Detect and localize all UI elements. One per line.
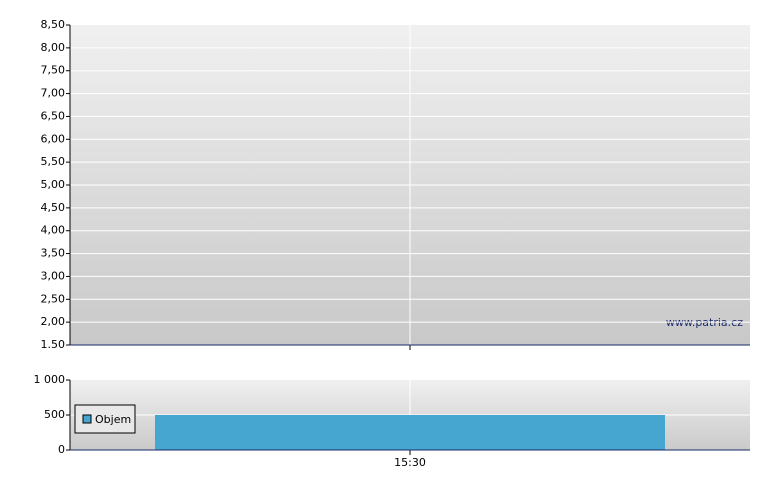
y-tick-label: 3,50 (41, 247, 66, 260)
y-tick-label: 5,50 (41, 155, 66, 168)
y-tick-label: 4,50 (41, 201, 66, 214)
y-tick-label: 4,00 (41, 224, 66, 237)
x-tick-label: 15:30 (394, 456, 426, 469)
y-tick-label: 2,50 (41, 292, 66, 305)
bar (155, 415, 665, 450)
y-tick-label: 5,00 (41, 178, 66, 191)
y-tick-label: 2,00 (41, 315, 66, 328)
y-tick-label: 8,50 (41, 18, 66, 31)
y-tick-label: 6,50 (41, 109, 66, 122)
y-tick-label: 3,00 (41, 269, 66, 282)
y-tick-label: 500 (44, 408, 65, 421)
y-tick-label: 1 000 (34, 373, 66, 386)
y-tick-label: 8,00 (41, 41, 66, 54)
y-tick-label: 7,50 (41, 64, 66, 77)
legend: Objem (74, 404, 136, 434)
y-tick-label: 1.50 (41, 338, 66, 351)
y-tick-label: 6,00 (41, 132, 66, 145)
legend-label: Objem (95, 413, 131, 426)
y-tick-label: 0 (58, 443, 65, 456)
y-tick-label: 7,00 (41, 87, 66, 100)
legend-swatch (82, 414, 92, 424)
